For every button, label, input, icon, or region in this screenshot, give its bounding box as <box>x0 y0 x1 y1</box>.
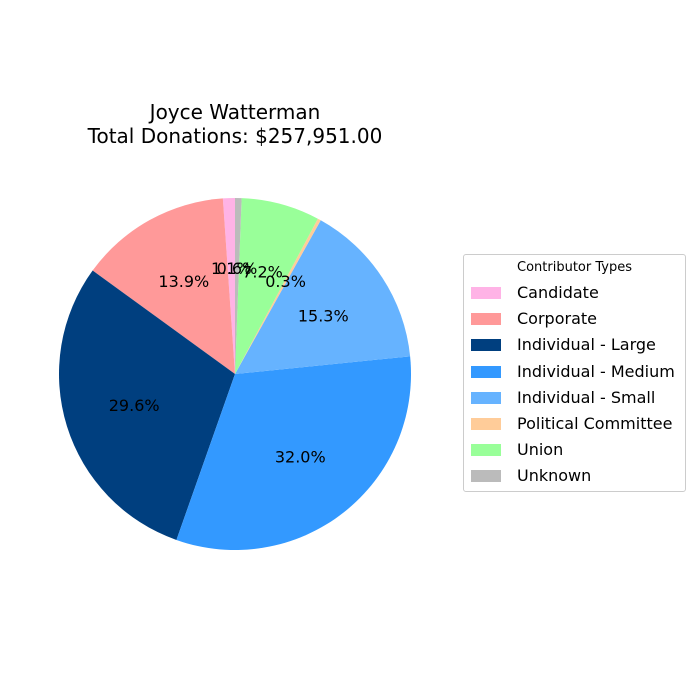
legend-label: Political Committee <box>517 414 673 433</box>
legend-item-union: Union <box>471 438 683 462</box>
legend-label: Candidate <box>517 283 599 302</box>
legend-item-corporate: Corporate <box>471 307 683 331</box>
pie-label-individual-medium: 32.0% <box>275 448 326 467</box>
pie-slice-union <box>235 198 318 374</box>
pie-label-individual-small: 15.3% <box>298 307 349 326</box>
pie-slice-individual-medium <box>176 356 412 550</box>
pie-slice-individual-small <box>235 220 411 374</box>
pie-label-union: 7.2% <box>242 263 283 282</box>
legend-label: Corporate <box>517 309 597 329</box>
legend-swatch <box>471 339 501 352</box>
legend-swatch <box>471 470 501 483</box>
pie-label-individual-large: 29.6% <box>109 396 160 415</box>
legend-swatch <box>471 444 501 457</box>
legend-item-individual-medium: Individual - Medium <box>471 360 683 384</box>
legend-label: Individual - Medium <box>517 361 675 381</box>
legend-item-individual-large: Individual - Large <box>471 333 683 357</box>
legend-title: Contributor Types <box>517 260 632 275</box>
pie-slice-candidate <box>222 198 235 374</box>
pie-slice-corporate <box>92 198 235 374</box>
legend-item-unknown: Unknown <box>471 464 683 488</box>
legend-swatch <box>471 391 501 404</box>
legend-item-candidate: Candidate <box>471 281 683 305</box>
legend-swatch <box>471 418 501 430</box>
legend-label: Union <box>517 440 564 460</box>
chart-title-total: Total Donations: $257,951.00 <box>87 124 383 148</box>
pie-label-unknown: 0.6% <box>217 259 258 278</box>
legend-swatch <box>471 287 501 299</box>
legend-label: Individual - Small <box>517 387 656 407</box>
legend-item-political-committee: Political Committee <box>471 412 683 436</box>
legend-swatch <box>471 313 501 326</box>
pie-label-political-committee: 0.3% <box>265 272 306 291</box>
pie-slice-unknown <box>235 198 242 374</box>
pie-labels: 1.1%13.9% 29.6% 32.0% 15.3% 0.3%7.2%0.6% <box>109 259 349 467</box>
legend: Contributor Types Candidate Corporate Indi… <box>463 254 686 492</box>
pie-slices <box>59 198 412 550</box>
chart-title: Joyce Watterman Total Donations: $257,95… <box>35 100 435 148</box>
pie-slice-political-committee <box>235 218 321 374</box>
legend-label: Unknown <box>517 466 592 486</box>
legend-swatch <box>471 365 501 378</box>
pie-label-corporate: 13.9% <box>158 272 209 291</box>
pie-label-candidate: 1.1% <box>211 259 252 278</box>
legend-label: Individual - Large <box>517 335 656 355</box>
chart-title-name: Joyce Watterman <box>149 100 321 124</box>
legend-item-individual-small: Individual - Small <box>471 386 683 410</box>
pie-slice-individual-large <box>59 270 235 540</box>
